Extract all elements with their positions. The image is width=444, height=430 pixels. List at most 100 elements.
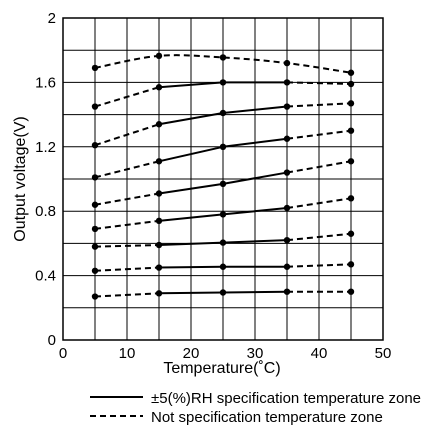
series-line	[91, 127, 355, 181]
data-point	[91, 243, 99, 250]
series-segment-solid	[158, 265, 224, 269]
data-point	[347, 158, 355, 165]
series-segment-solid	[222, 290, 288, 294]
data-point	[283, 236, 291, 244]
x-tick-label: 30	[247, 345, 264, 362]
series-segment-dashed	[94, 219, 160, 230]
series-line	[91, 195, 355, 233]
y-axis-label: Output voltage(V)	[12, 116, 29, 241]
series-segment-dashed	[286, 197, 352, 209]
series-segment-solid	[158, 291, 224, 295]
x-tick-label: 20	[183, 345, 200, 362]
data-point	[347, 127, 355, 134]
series-line	[91, 100, 355, 149]
data-point	[283, 288, 291, 295]
x-tick-label: 10	[119, 345, 136, 362]
plot-frame	[62, 17, 384, 341]
series-line	[91, 261, 355, 274]
series-segment-solid	[222, 105, 288, 114]
series-segment-dashed	[94, 160, 160, 179]
series-curve-dashed	[94, 54, 352, 74]
y-tick-label: 1.6	[35, 74, 56, 91]
data-point	[155, 290, 163, 297]
series-segment-solid	[158, 112, 224, 126]
series-line	[91, 52, 355, 76]
data-point	[155, 241, 163, 249]
data-point	[347, 100, 355, 107]
data-point	[219, 109, 227, 117]
series-segment-solid	[222, 206, 288, 216]
data-point	[91, 103, 99, 110]
data-point	[347, 195, 355, 202]
tick-labels: 0 10 20 30 40 50 0 0.4 0.8 1.2 1.6 2	[35, 10, 391, 362]
data-point	[219, 289, 227, 296]
series-segment-dashed	[94, 266, 160, 272]
data-point	[91, 64, 99, 72]
data-point	[347, 80, 355, 88]
series-line	[91, 158, 355, 208]
y-tick-label: 0	[48, 332, 56, 349]
data-point	[155, 264, 163, 271]
series-segment-solid	[222, 239, 288, 244]
series-segment-dashed	[94, 123, 160, 147]
data-point	[219, 143, 227, 150]
series-segment-solid	[158, 241, 224, 247]
data-point	[347, 69, 355, 76]
data-point	[283, 79, 291, 86]
data-point	[91, 225, 99, 233]
series-segment-dashed	[94, 244, 160, 248]
legend: ±5(%)RH specification temperature zone N…	[90, 390, 421, 426]
y-tick-label: 1.2	[35, 139, 56, 156]
data-point	[219, 263, 227, 270]
data-point	[155, 84, 163, 91]
data-point	[219, 79, 227, 86]
data-point	[219, 211, 227, 218]
series-segment-dashed	[286, 160, 352, 174]
data-point	[347, 261, 355, 268]
series-line	[91, 288, 355, 300]
series-layer	[91, 52, 355, 300]
legend-solid-label: ±5(%)RH specification temperature zone	[151, 390, 421, 407]
series-segment-dashed	[94, 86, 160, 108]
data-point	[155, 158, 163, 165]
data-point	[91, 293, 99, 300]
data-point	[155, 121, 163, 128]
data-point	[347, 288, 355, 295]
series-line	[91, 79, 355, 110]
data-point	[155, 217, 163, 225]
data-point	[155, 52, 163, 60]
series-segment-solid	[158, 213, 224, 222]
series-segment-dashed	[94, 192, 160, 206]
series-segment-dashed	[286, 102, 352, 108]
series-segment-dashed	[94, 292, 160, 298]
series-segment-dashed	[286, 232, 352, 242]
data-point	[283, 204, 291, 212]
x-tick-label: 40	[311, 345, 328, 362]
data-point	[283, 103, 291, 110]
data-point	[155, 190, 163, 197]
y-tick-label: 0.4	[35, 268, 56, 285]
x-axis-label: Temperature(˚C)	[163, 360, 280, 377]
data-point	[283, 59, 291, 67]
data-point	[91, 174, 99, 181]
series-segment-solid	[222, 137, 288, 148]
series-segment-solid	[222, 171, 288, 185]
data-point	[283, 263, 291, 270]
y-tick-label: 2	[48, 10, 56, 27]
series-segment-solid	[158, 145, 224, 163]
data-point	[283, 135, 291, 142]
data-point	[219, 239, 227, 246]
series-segment-solid	[158, 182, 224, 195]
data-point	[91, 267, 99, 274]
data-point	[219, 54, 227, 61]
data-point	[91, 201, 99, 208]
series-segment-dashed	[286, 129, 352, 140]
series-segment-dashed	[286, 81, 352, 86]
series-segment-dashed	[286, 263, 352, 268]
series-line	[91, 230, 355, 250]
data-point	[91, 141, 99, 149]
data-point	[347, 230, 355, 237]
data-point	[283, 169, 291, 176]
